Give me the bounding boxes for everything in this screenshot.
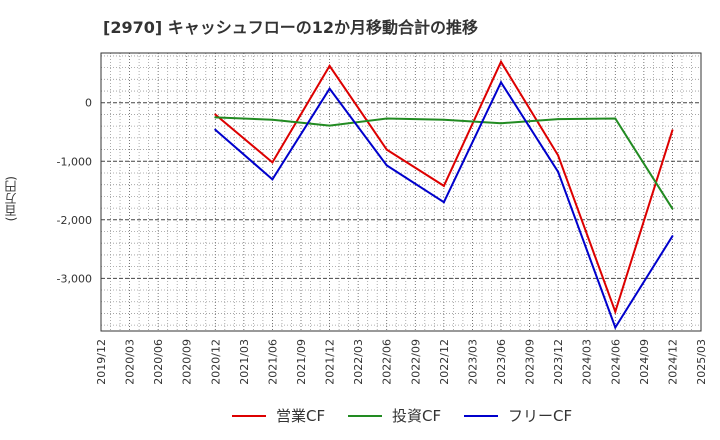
legend-line-investing-cf [348,415,382,417]
x-tick-label: 2022/03 [352,339,365,385]
data-point [385,164,388,167]
data-point [557,170,560,173]
chart-title: [2970] キャッシュフローの12か月移動合計の推移 [103,18,478,37]
data-point [442,184,445,187]
data-point [671,129,674,132]
data-point [557,118,560,121]
x-tick-label: 2020/12 [209,339,222,385]
x-tick-label: 2020/03 [124,339,137,385]
y-tick-label: 0 [85,97,92,110]
data-point [214,113,217,116]
data-point [385,117,388,120]
data-point [671,207,674,210]
data-point [271,118,274,121]
x-tick-label: 2021/03 [238,339,251,385]
data-point [614,117,617,120]
data-point [442,201,445,204]
x-tick-label: 2024/06 [609,339,622,385]
plot-frame [100,52,702,332]
x-tick-label: 2019/12 [95,339,108,385]
x-tick-label: 2024/03 [581,339,594,385]
data-point [214,116,217,119]
data-point [271,178,274,181]
data-point [671,235,674,238]
data-point [500,122,502,125]
y-tick-label: -3,000 [57,272,92,285]
x-tick-label: 2024/09 [638,339,651,385]
plot-background [101,53,701,331]
legend-line-operating-cf [232,415,266,417]
chart-area: 0 -1,000 -2,000 -3,000 2019/12 2020/03 2020/06… [57,52,708,385]
x-tick-label: 2020/06 [152,339,165,385]
x-tick-label: 2023/03 [466,339,479,385]
legend-label-investing-cf: 投資CF [392,407,442,425]
data-point [328,87,331,90]
x-tick-label: 2023/09 [524,339,537,385]
data-point [442,118,445,121]
legend-line-free-cf [464,415,498,417]
x-tick-label: 2021/09 [295,339,308,385]
x-tick-label: 2021/06 [266,339,279,385]
data-point [271,161,274,164]
x-tick-label: 2020/09 [181,339,194,385]
x-tick-label: 2022/12 [438,339,451,385]
x-tick-label: 2023/06 [495,339,508,385]
data-point [214,128,217,131]
x-tick-label: 2023/12 [552,339,565,385]
y-tick-label: -1,000 [57,155,92,168]
data-point [500,81,502,84]
data-point [328,64,331,67]
y-tick-label: -2,000 [57,214,92,227]
data-point [614,326,617,329]
legend: 営業CF 投資CF フリーCF [0,402,720,428]
data-point [500,60,502,63]
data-point [328,124,331,127]
data-point [385,148,388,151]
x-tick-label: 2022/06 [381,339,394,385]
x-tick-label: 2025/03 [695,339,708,385]
x-tick-label: 2024/12 [666,339,679,385]
x-tick-label: 2022/09 [409,339,422,385]
legend-label-free-cf: フリーCF [508,407,573,425]
data-point [614,310,617,313]
x-tick-label: 2021/12 [324,339,337,385]
data-point [557,154,560,157]
legend-label-operating-cf: 営業CF [276,407,326,425]
